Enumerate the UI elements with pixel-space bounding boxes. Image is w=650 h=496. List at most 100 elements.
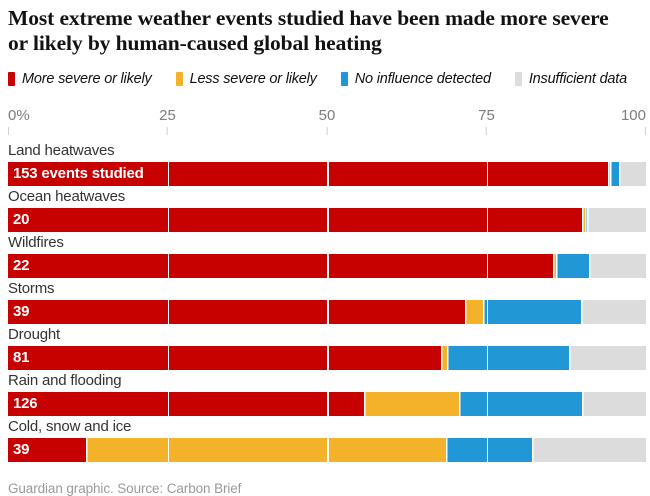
bar-segment xyxy=(8,299,465,324)
bar-segment xyxy=(364,391,460,416)
axis-tick-mark xyxy=(645,126,646,135)
legend-item: Less severe or likely xyxy=(175,70,317,87)
legend: More severe or likely Less severe or like… xyxy=(8,71,642,87)
bar-segment xyxy=(584,207,588,232)
x-axis: 0% 25 50 75 100 xyxy=(8,107,646,137)
bar-segment xyxy=(568,345,646,370)
bar-segment xyxy=(482,299,581,324)
category-label: Storms xyxy=(8,279,55,297)
legend-swatch-icon xyxy=(514,71,522,86)
gridline xyxy=(486,207,488,232)
bar-segment xyxy=(8,345,441,370)
bar-segment xyxy=(581,391,646,416)
axis-tick-label: 50 xyxy=(318,106,336,124)
gridline xyxy=(167,391,169,416)
bar-count-label: 39 xyxy=(13,440,30,458)
gridline xyxy=(486,161,488,186)
legend-item: More severe or likely xyxy=(8,71,152,87)
category-label: Drought xyxy=(8,325,60,343)
chart: Land heatwaves 153 events studied Ocean he… xyxy=(8,141,646,462)
gridline xyxy=(327,299,329,324)
axis-tick-label: 0% xyxy=(8,106,30,124)
stacked-bar: 81 xyxy=(8,345,646,370)
bar-segment xyxy=(589,253,646,278)
stacked-bar: 153 events studied xyxy=(8,161,646,186)
bar-segment xyxy=(8,161,608,186)
legend-swatch-icon xyxy=(8,71,15,86)
axis-tick-label: 75 xyxy=(478,106,495,124)
bar-segment xyxy=(445,437,532,462)
gridline xyxy=(167,253,169,278)
bar-count-label: 20 xyxy=(13,210,30,228)
axis-tick-label: 25 xyxy=(159,106,176,124)
stacked-bar: 126 xyxy=(8,391,646,416)
legend-item: No influence detected xyxy=(340,70,491,87)
axis-tick-label: 100 xyxy=(620,106,646,124)
axis-tick: 50 xyxy=(318,106,336,135)
legend-swatch-icon xyxy=(175,71,183,86)
gridline xyxy=(486,345,488,370)
gridline xyxy=(327,391,329,416)
bar-segment xyxy=(446,345,569,370)
bar-segment xyxy=(440,345,447,370)
legend-label: No influence detected xyxy=(354,70,491,87)
chart-row: Rain and flooding 126 xyxy=(8,372,646,416)
bar-count-label: 153 events studied xyxy=(13,164,144,182)
chart-row: Ocean heatwaves 20 xyxy=(8,187,646,232)
gridline xyxy=(167,345,169,370)
chart-row: Cold, snow and ice 39 xyxy=(8,417,646,462)
gridline xyxy=(486,253,488,278)
bar-segment xyxy=(610,161,620,186)
gridline xyxy=(486,391,488,416)
bar-count-label: 126 xyxy=(13,394,38,412)
bar-count-label: 81 xyxy=(13,348,30,366)
stacked-bar: 22 xyxy=(8,253,646,278)
axis-tick: 75 xyxy=(478,107,495,135)
bar-segment xyxy=(587,207,646,232)
bar-segment xyxy=(459,391,582,416)
bar-segment xyxy=(8,207,583,232)
bar-segment xyxy=(619,161,646,186)
chart-row: Wildfires 22 xyxy=(8,234,646,278)
axis-tick-mark xyxy=(326,126,328,135)
bar-segment xyxy=(8,253,554,278)
gridline xyxy=(486,437,488,462)
page-title: Most extreme weather events studied have… xyxy=(8,6,609,56)
gridline xyxy=(167,299,169,324)
legend-label: Less severe or likely xyxy=(189,70,317,87)
axis-tick-mark xyxy=(486,126,487,135)
category-label: Land heatwaves xyxy=(8,141,115,159)
legend-label: More severe or likely xyxy=(22,70,152,87)
footer-credit: Guardian graphic. Source: Carbon Brief xyxy=(8,480,242,496)
bar-segment xyxy=(556,253,590,278)
category-label: Cold, snow and ice xyxy=(8,417,132,435)
gridline xyxy=(167,207,169,232)
bar-segment xyxy=(8,437,86,462)
gridline xyxy=(327,345,329,370)
stacked-bar: 39 xyxy=(8,437,646,462)
bar-segment xyxy=(607,161,611,186)
category-label: Ocean heatwaves xyxy=(8,187,126,205)
stacked-bar: 20 xyxy=(8,207,646,232)
bar-segment xyxy=(464,299,483,324)
gridline xyxy=(486,299,488,324)
bar-segment xyxy=(531,437,646,462)
chart-row: Storms 39 xyxy=(8,279,646,324)
bar-count-label: 39 xyxy=(13,302,30,320)
axis-tick: 0% xyxy=(8,107,30,135)
legend-item: Insufficient data xyxy=(514,70,627,87)
bar-segment xyxy=(553,253,557,278)
bar-segment xyxy=(8,391,364,416)
axis-tick-mark xyxy=(8,126,9,135)
legend-swatch-icon xyxy=(340,71,348,86)
bar-segment xyxy=(85,437,446,462)
chart-row: Land heatwaves 153 events studied xyxy=(8,141,646,186)
gridline xyxy=(327,207,329,232)
gridline xyxy=(327,437,329,462)
axis-tick-mark xyxy=(167,126,168,135)
legend-label: Insufficient data xyxy=(528,70,627,87)
axis-tick: 100 xyxy=(621,107,646,135)
bar-segment xyxy=(582,207,585,232)
bar-count-label: 22 xyxy=(13,256,30,274)
